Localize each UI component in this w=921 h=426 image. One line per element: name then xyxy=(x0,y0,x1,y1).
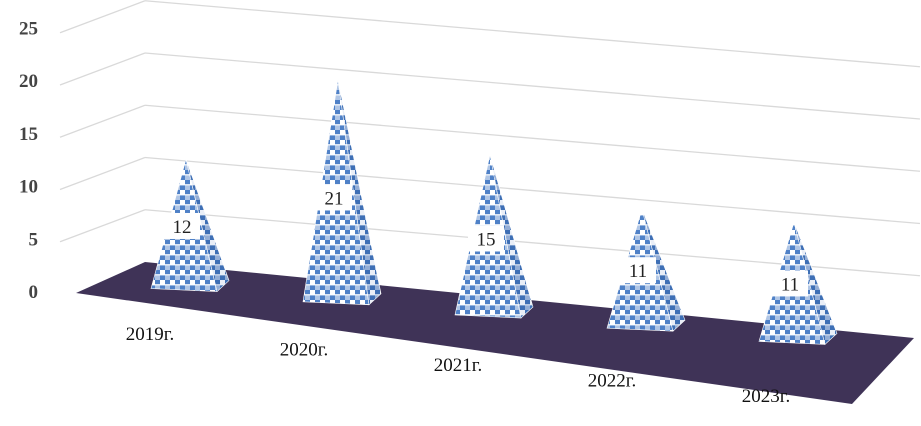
data-label-bg xyxy=(164,212,200,239)
data-label: 11 xyxy=(781,274,799,295)
x-tick-label: 2023г. xyxy=(742,386,790,407)
gridline-side xyxy=(59,209,146,243)
y-tick-label: 0 xyxy=(29,282,39,303)
data-label: 11 xyxy=(629,261,647,282)
gridline-side xyxy=(59,0,146,34)
pyramid-face-side xyxy=(185,158,230,293)
x-tick-label: 2022г. xyxy=(588,371,636,392)
data-label-bg xyxy=(468,225,504,252)
y-tick-label: 25 xyxy=(19,18,38,39)
data-label-bg xyxy=(620,257,656,284)
x-tick-label: 2020г. xyxy=(280,340,328,361)
gridline xyxy=(144,104,921,172)
y-tick-label: 5 xyxy=(29,229,39,250)
data-labels: 12 21 15 11 11 xyxy=(164,184,808,297)
pyramid-face-side xyxy=(793,221,838,345)
data-label-bg xyxy=(772,270,808,297)
data-label: 15 xyxy=(477,229,496,250)
y-axis: 0 5 10 15 20 25 xyxy=(19,18,38,303)
pyramid-face-side xyxy=(641,208,686,332)
gridline-side xyxy=(59,52,146,86)
x-tick-label: 2019г. xyxy=(126,324,174,345)
y-tick-label: 20 xyxy=(19,71,38,92)
data-label: 21 xyxy=(325,188,344,209)
gridline-side xyxy=(59,104,146,138)
gridline xyxy=(144,156,921,225)
gridline xyxy=(144,52,921,120)
y-tick-label: 10 xyxy=(19,177,38,198)
floor-plane xyxy=(76,262,914,404)
x-axis: 2019г. 2020г. 2021г. 2022г. 2023г. xyxy=(126,324,790,407)
data-label: 12 xyxy=(173,217,192,238)
data-label-bg xyxy=(316,184,352,211)
gridline-side xyxy=(59,156,146,191)
x-tick-label: 2021г. xyxy=(434,355,482,376)
pyramid-face-side xyxy=(489,154,534,319)
pyramid-face-side xyxy=(337,79,382,306)
chart-floor xyxy=(76,262,914,404)
y-tick-label: 15 xyxy=(19,124,38,145)
gridline xyxy=(144,0,921,68)
